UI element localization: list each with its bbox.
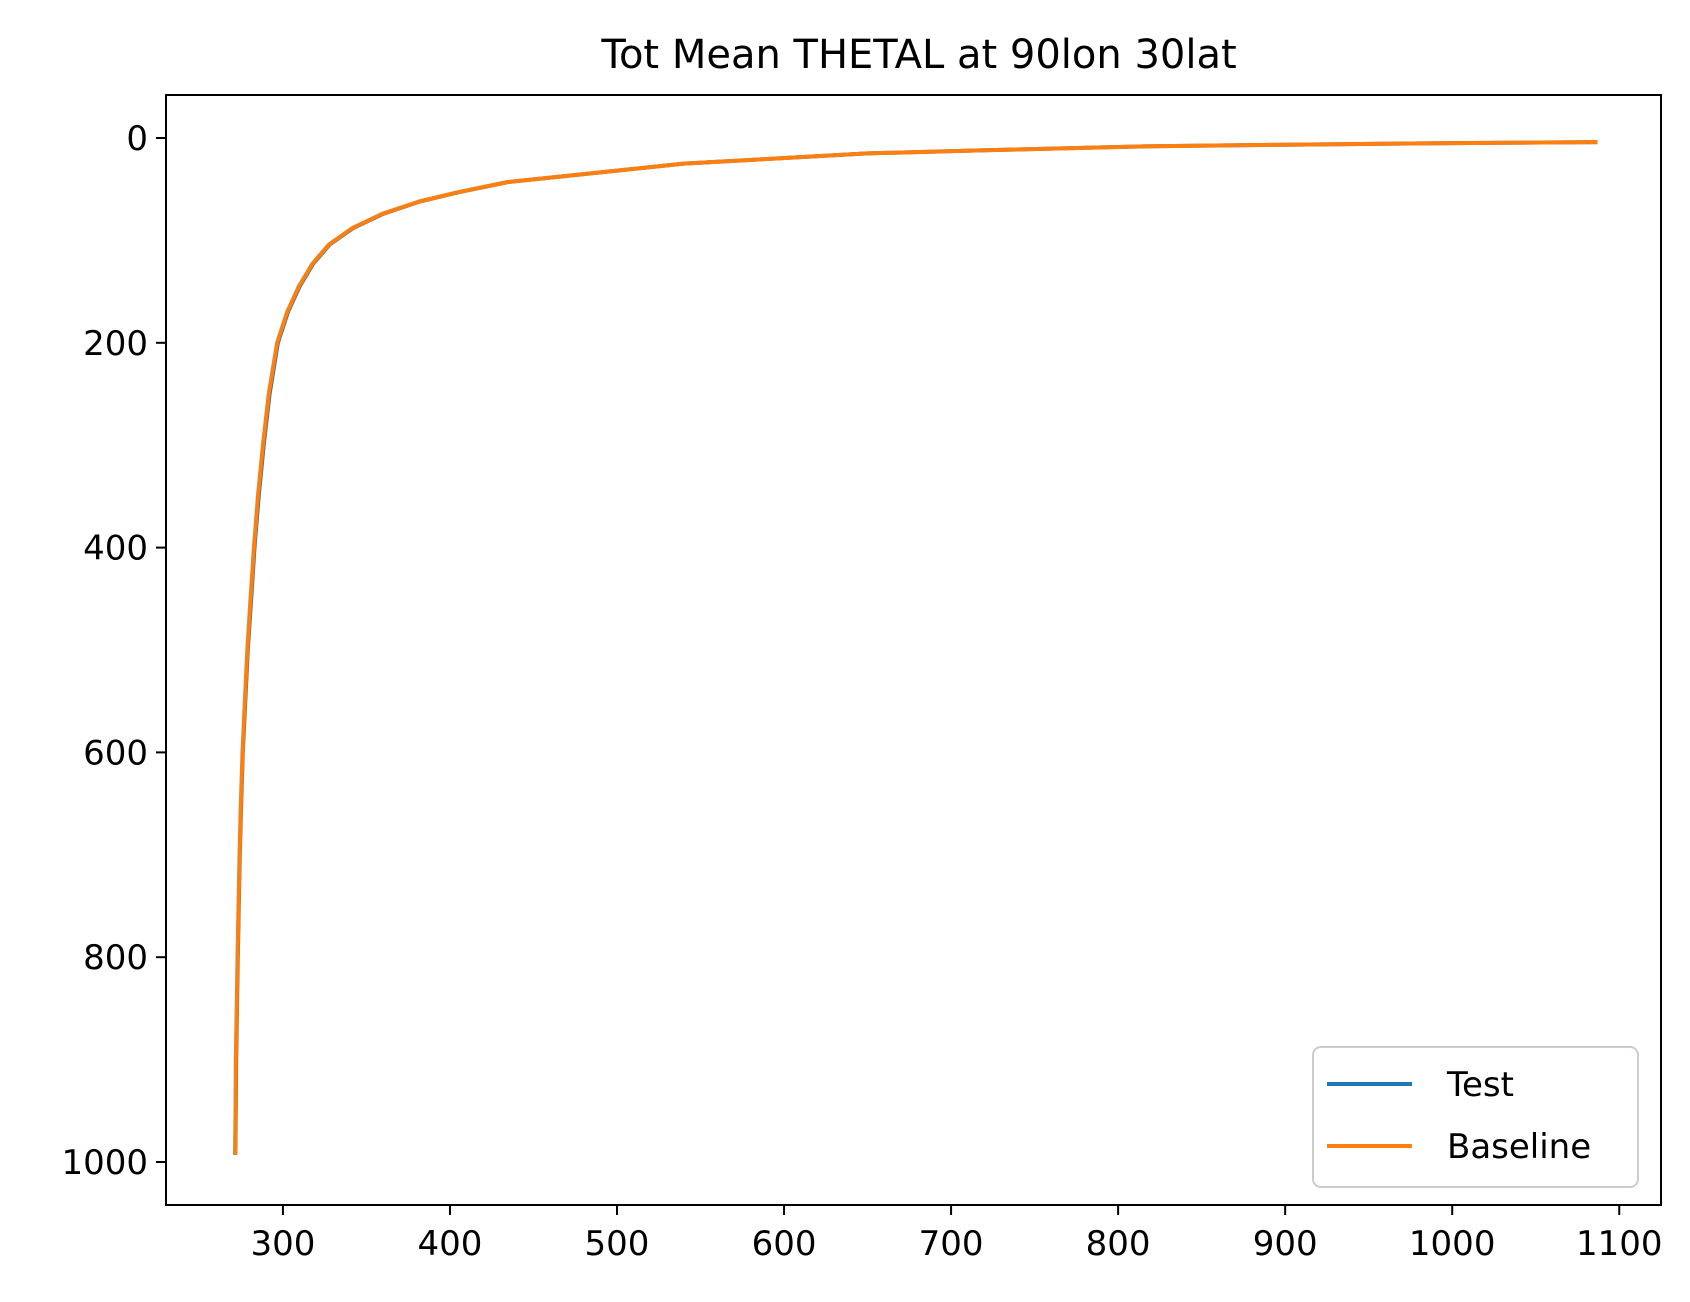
x-tick-label: 1100 xyxy=(1576,1224,1663,1264)
x-tick-label: 600 xyxy=(752,1224,817,1264)
legend-label-test: Test xyxy=(1446,1065,1514,1105)
y-tick-label: 1000 xyxy=(61,1143,148,1183)
y-tick-label: 0 xyxy=(126,119,148,159)
y-tick-label: 600 xyxy=(83,733,148,773)
legend-label-baseline: Baseline xyxy=(1447,1127,1591,1167)
x-tick-label: 500 xyxy=(585,1224,650,1264)
series-line-test xyxy=(233,140,1598,1155)
x-tick-label: 800 xyxy=(1086,1224,1151,1264)
chart-title: Tot Mean THETAL at 90lon 30lat xyxy=(600,32,1236,78)
series-layer xyxy=(233,140,1598,1155)
plot-frame xyxy=(165,94,1662,1206)
x-tick-label: 300 xyxy=(250,1224,315,1264)
x-tick-label: 900 xyxy=(1253,1224,1318,1264)
y-tick-label: 200 xyxy=(83,324,148,364)
y-axis: 0 200 400 600 800 1000 xyxy=(61,119,166,1183)
y-tick-label: 800 xyxy=(83,938,148,978)
series-line-baseline xyxy=(233,140,1598,1155)
x-axis: 300 400 500 600 700 800 900 1000 1100 xyxy=(250,1205,1663,1264)
x-tick-label: 400 xyxy=(418,1224,483,1264)
legend: Test Baseline xyxy=(1312,1046,1639,1188)
x-tick-label: 700 xyxy=(919,1224,984,1264)
y-tick-label: 400 xyxy=(83,529,148,569)
x-tick-label: 1000 xyxy=(1409,1224,1496,1264)
